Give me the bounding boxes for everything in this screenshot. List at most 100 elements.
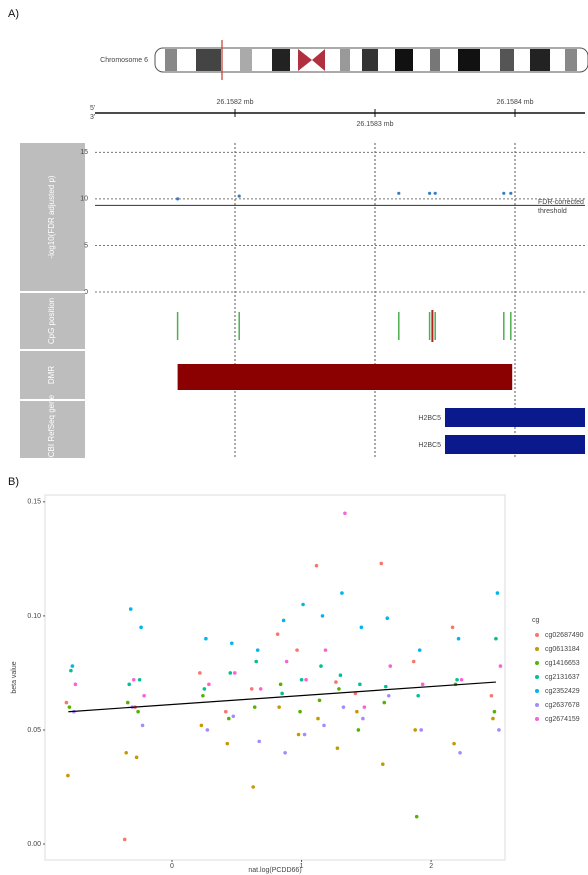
x-axis-title: nat.log(PCDD66) bbox=[248, 867, 301, 874]
point bbox=[250, 687, 254, 691]
gene-bar bbox=[445, 435, 585, 454]
point bbox=[141, 724, 145, 728]
point bbox=[321, 614, 325, 618]
point bbox=[132, 678, 136, 682]
point bbox=[282, 619, 286, 623]
point bbox=[334, 680, 338, 684]
point bbox=[123, 838, 127, 842]
point bbox=[277, 705, 281, 709]
point bbox=[74, 683, 78, 687]
point bbox=[451, 626, 455, 630]
point bbox=[457, 637, 461, 641]
point bbox=[200, 724, 204, 728]
point bbox=[138, 678, 142, 682]
chromosome-label: Chromosome 6 bbox=[100, 57, 148, 64]
point bbox=[496, 591, 500, 595]
point bbox=[381, 762, 385, 766]
point bbox=[257, 740, 261, 744]
point bbox=[253, 705, 257, 709]
point bbox=[279, 683, 283, 687]
point bbox=[127, 683, 131, 687]
point bbox=[413, 728, 417, 732]
x-tick-label: 26.1582 mb bbox=[217, 99, 254, 106]
point bbox=[397, 192, 400, 195]
point bbox=[251, 785, 255, 789]
legend-swatch bbox=[535, 647, 539, 651]
point bbox=[493, 710, 497, 714]
point bbox=[206, 728, 210, 732]
point bbox=[509, 192, 512, 195]
point bbox=[385, 616, 389, 620]
point bbox=[238, 194, 241, 197]
point bbox=[412, 660, 416, 664]
point bbox=[225, 742, 229, 746]
point bbox=[297, 733, 301, 737]
point bbox=[340, 591, 344, 595]
legend-label: cg2637678 bbox=[545, 702, 580, 709]
point bbox=[276, 632, 280, 636]
point bbox=[384, 685, 388, 689]
point bbox=[421, 683, 425, 687]
point bbox=[280, 692, 284, 696]
point bbox=[418, 648, 422, 652]
point bbox=[324, 648, 328, 652]
point bbox=[142, 694, 146, 698]
x-tick-label: 26.1583 mb bbox=[357, 121, 394, 128]
legend-swatch bbox=[535, 703, 539, 707]
y-tick-label: 0.10 bbox=[27, 613, 41, 620]
legend-swatch bbox=[535, 633, 539, 637]
trend-line bbox=[68, 682, 496, 712]
panel-label: B) bbox=[8, 476, 19, 488]
y-axis-title: beta value bbox=[11, 661, 18, 693]
point bbox=[357, 728, 361, 732]
legend-swatch bbox=[535, 661, 539, 665]
legend-label: cg0613184 bbox=[545, 646, 580, 653]
point bbox=[207, 683, 211, 687]
legend-label: cg1416653 bbox=[545, 660, 580, 667]
point bbox=[135, 756, 139, 760]
point bbox=[301, 603, 305, 607]
legend-label: cg2131637 bbox=[545, 674, 580, 681]
point bbox=[228, 671, 232, 675]
point bbox=[416, 694, 420, 698]
point bbox=[68, 705, 72, 709]
point bbox=[322, 724, 326, 728]
point bbox=[355, 710, 359, 714]
point bbox=[428, 192, 431, 195]
x-tick-label: 2 bbox=[429, 863, 433, 870]
point bbox=[415, 815, 419, 819]
track-label: CpG position bbox=[47, 298, 56, 344]
legend-swatch bbox=[535, 675, 539, 679]
threshold-label: FDR-corrected bbox=[538, 199, 584, 206]
point bbox=[358, 683, 362, 687]
strand-label: 3' bbox=[90, 114, 95, 121]
x-tick-label: 0 bbox=[170, 863, 174, 870]
point bbox=[295, 648, 299, 652]
point bbox=[231, 714, 235, 718]
x-tick-label: 26.1584 mb bbox=[497, 99, 534, 106]
point bbox=[259, 687, 263, 691]
point bbox=[318, 699, 322, 703]
point bbox=[283, 751, 287, 755]
gene-label: H2BC5 bbox=[418, 415, 441, 422]
point bbox=[379, 562, 383, 566]
tracks bbox=[95, 143, 585, 458]
point bbox=[65, 701, 69, 705]
point bbox=[490, 694, 494, 698]
legend-title: cg bbox=[532, 617, 540, 624]
point bbox=[198, 671, 202, 675]
point bbox=[360, 626, 364, 630]
point bbox=[316, 717, 320, 721]
point bbox=[224, 710, 228, 714]
track-label: DMR bbox=[47, 366, 56, 384]
point bbox=[460, 678, 464, 682]
point bbox=[494, 637, 498, 641]
point bbox=[201, 694, 205, 698]
point bbox=[361, 717, 365, 721]
y-tick-label: 0.15 bbox=[27, 499, 41, 506]
point bbox=[497, 728, 501, 732]
point bbox=[339, 673, 343, 677]
legend-label: cg02687490 bbox=[545, 632, 584, 639]
point bbox=[388, 664, 392, 668]
y-tick-label: 15 bbox=[80, 149, 88, 156]
